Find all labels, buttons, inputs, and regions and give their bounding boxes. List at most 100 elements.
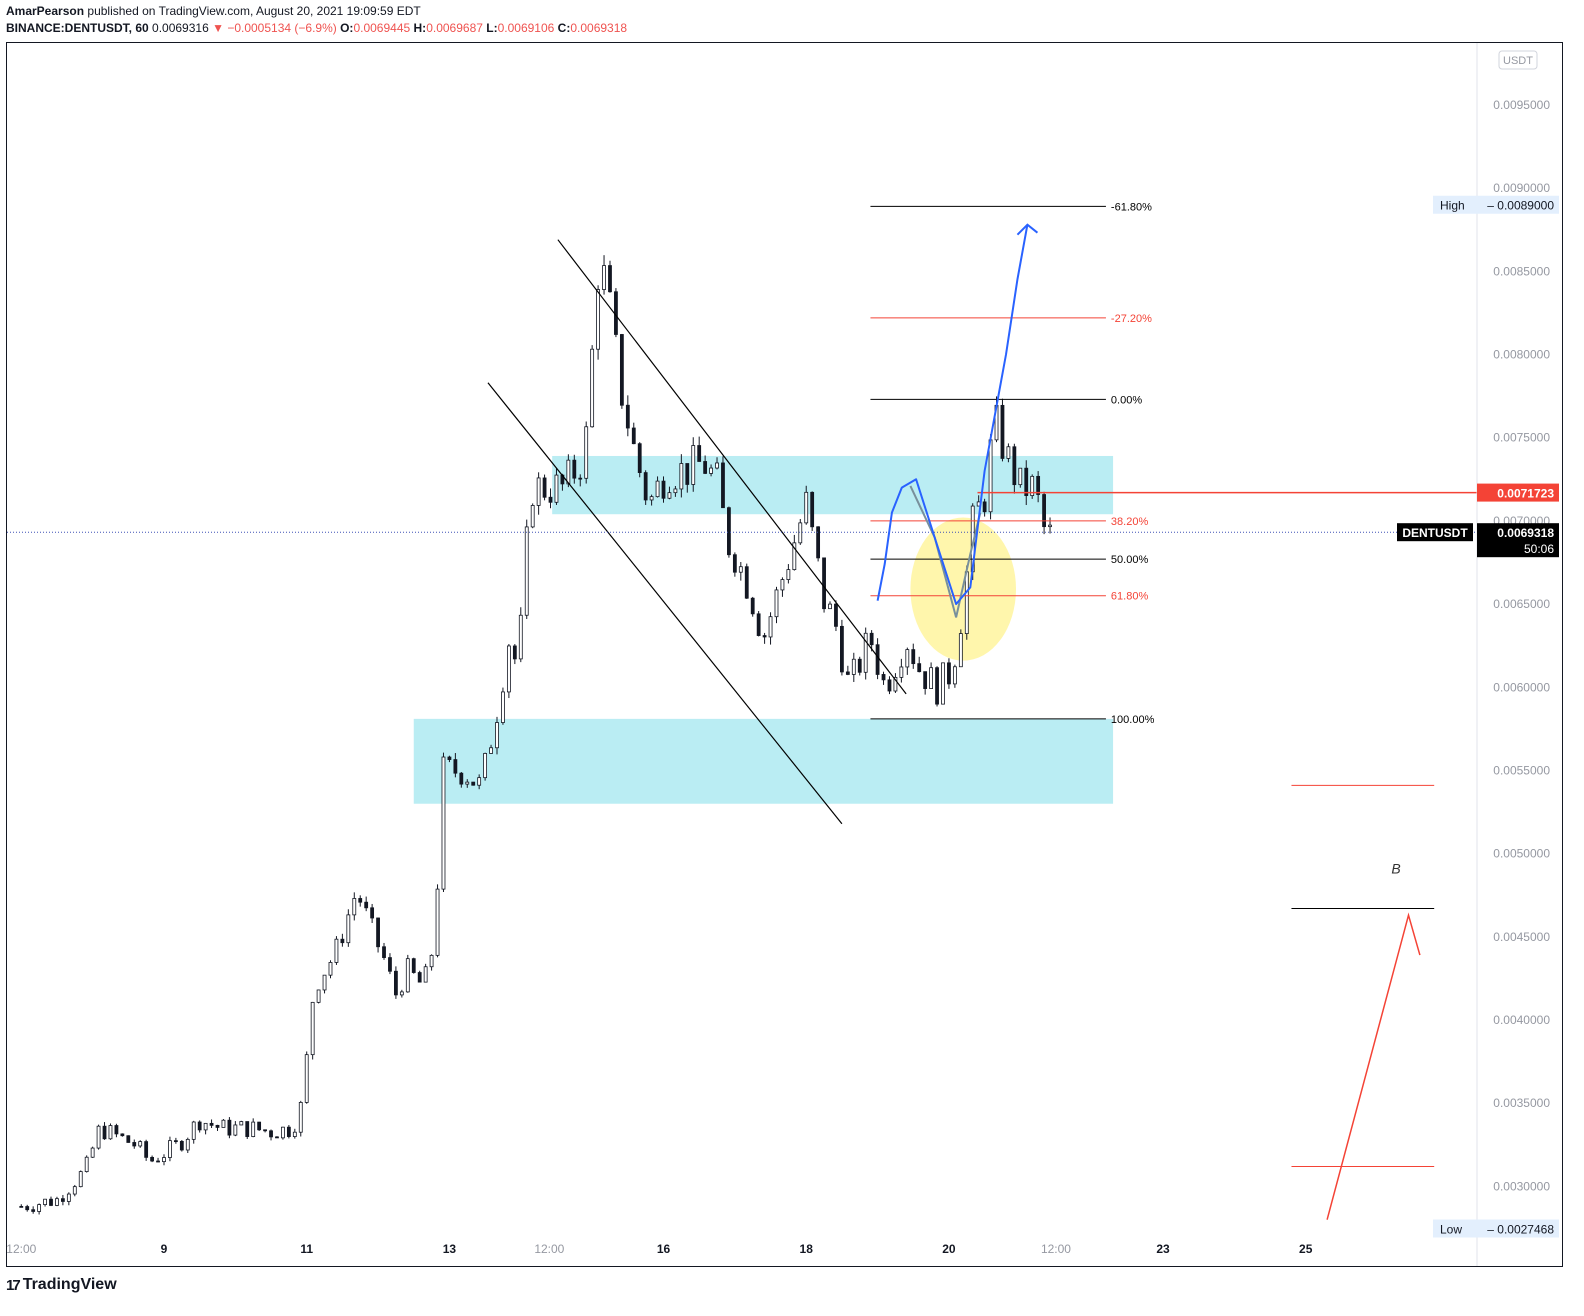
close-value: 0.0069318 [570,21,628,35]
symbol-name[interactable]: BINANCE:DENTUSDT, 60 [6,21,149,35]
candle-down [1042,494,1046,528]
candle-down [947,662,951,685]
candle-up [602,265,606,290]
y-tick-label: 0.0045000 [1493,930,1550,944]
candle-down [875,644,880,675]
candle-down [840,625,844,673]
candle-up [899,666,904,678]
candle-down [459,772,464,785]
y-tick-label: 0.0035000 [1493,1096,1550,1110]
candle-up [489,747,493,754]
candle-down [1012,446,1017,486]
candle-up [465,781,470,785]
candle-down [822,557,826,610]
candle-up [590,348,595,428]
currency-button [1498,50,1538,70]
candle-up [501,691,505,723]
chart-pane[interactable]: -61.80% -27.20% 0.00% 38.20% 50.00% 61.80% 100… [6,42,1563,1267]
demand-zone [552,455,1114,515]
fib-level-label: 38.20% [1111,516,1149,528]
low-value: 0.0069106 [497,21,555,35]
candle-up [168,1140,172,1158]
candle-down [60,1198,65,1202]
candle-down [548,496,553,503]
x-tick-label: 9 [161,1242,168,1256]
publisher-name[interactable]: AmarPearson [6,4,85,18]
candle-up [346,914,351,944]
projection-arrow [876,224,1029,606]
candle-down [917,663,922,673]
candle-down [703,461,708,474]
high-label: H: [413,21,427,35]
high-price-name: High [1440,199,1465,213]
current-price-tag-label: 0.0069318 [1497,526,1554,540]
bar-countdown: 50:06 [1524,542,1554,556]
price-chart[interactable]: -61.80% -27.20% 0.00% 38.20% 50.00% 61.80% 100… [6,43,1562,1266]
resistance-price-tag-label: 0.0071723 [1497,487,1554,501]
y-tick-label: 0.0060000 [1493,680,1550,694]
candle-down [358,898,363,903]
fib-level-label: 61.80% [1111,591,1149,603]
candle-up [536,477,541,506]
candle-up [162,1157,166,1163]
candle-down [762,635,767,638]
low-price-name: Low [1440,1223,1462,1237]
candle-up [798,522,803,544]
resistance-price-tag [1477,483,1559,502]
low-price-value: – 0.0027468 [1487,1223,1554,1237]
wave-projection-line [1326,912,1421,1220]
candle-up [251,1121,256,1137]
candle-up [506,645,511,693]
candle-up [792,542,797,571]
candle-up [441,756,446,890]
candle-up [37,1204,42,1212]
candle-up [1030,475,1035,496]
candle-down [625,404,630,429]
symbol-name-tag [1397,523,1473,542]
candle-up [328,962,333,976]
x-tick-label: 16 [657,1242,671,1256]
tradingview-footer[interactable]: 17 TradingView [6,1276,117,1294]
candle-down [269,1130,273,1138]
candle-up [518,614,523,660]
candle-down [19,1205,24,1208]
candle-down [417,972,422,983]
candle-up [566,459,571,485]
candle-up [191,1121,196,1140]
candle-up [72,1186,77,1195]
y-tick-label: 0.0075000 [1493,431,1550,445]
candle-down [453,759,458,774]
candle-down [49,1198,53,1206]
x-tick-label: 23 [1156,1242,1170,1256]
candle-up [524,526,529,616]
candle-down [756,613,761,636]
candle-up [964,571,969,634]
candle-up [334,938,339,963]
x-tick-label: 20 [942,1242,956,1256]
candle-down [732,554,737,573]
candle-down [631,427,636,445]
candle-up [221,1119,226,1128]
candle-up [483,753,488,779]
candle-down [31,1209,36,1212]
candle-up [941,662,945,705]
candle-down [257,1121,262,1131]
candle-up [649,496,654,501]
candle-down [25,1206,30,1211]
candle-down [697,445,702,462]
candle-up [43,1198,47,1205]
wave-label-b: B [1391,861,1400,877]
open-value: 0.0069445 [353,21,411,35]
symbol-name-tag-label: DENTUSDT [1402,526,1468,540]
candle-up [96,1125,101,1149]
candle-down [982,501,987,513]
candle-up [715,462,719,469]
candle-down [215,1124,220,1128]
candle-up [203,1122,208,1131]
x-tick-label: 18 [800,1242,814,1256]
candle-down [411,958,416,973]
candle-up [399,991,404,996]
fib-level-label: -61.80% [1111,201,1152,213]
candle-down [120,1133,125,1137]
candle-up [1006,446,1011,459]
